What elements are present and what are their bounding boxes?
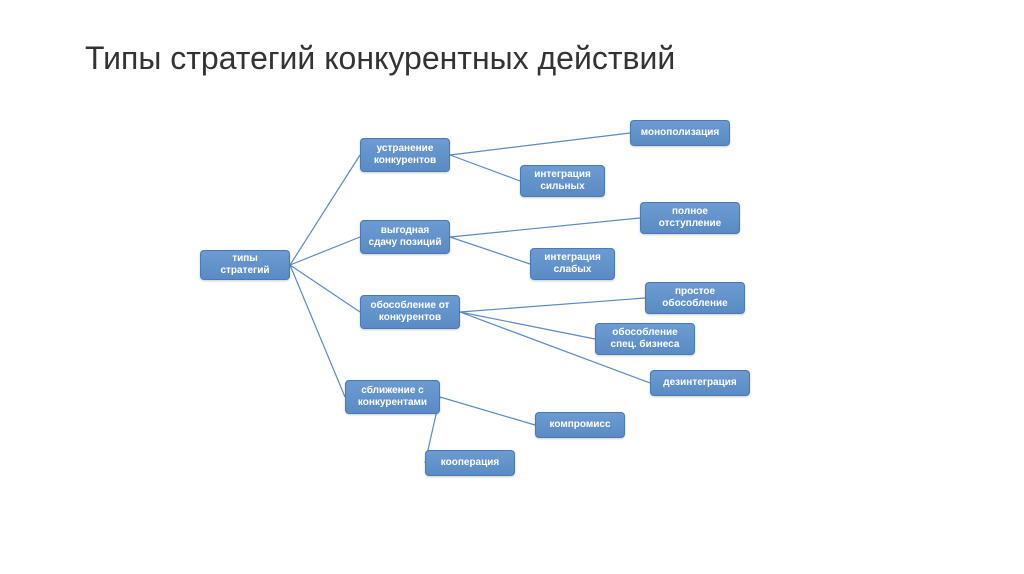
- node-b2: выгодная сдачу позиций: [360, 220, 450, 254]
- edge-b4-c8: [440, 397, 535, 425]
- node-root: типы стратегий: [200, 250, 290, 280]
- edge-root-b4: [290, 265, 345, 397]
- node-c6: обособление спец. бизнеса: [595, 323, 695, 355]
- edge-b3-c5: [460, 298, 645, 312]
- node-b4: сближение с конкурентами: [345, 380, 440, 414]
- edge-root-b3: [290, 265, 360, 312]
- page-title: Типы стратегий конкурентных действий: [85, 40, 675, 77]
- node-c8: компромисс: [535, 412, 625, 438]
- edge-b2-c3: [450, 218, 640, 237]
- node-c3: полное отступление: [640, 202, 740, 234]
- node-b1: устранение конкурентов: [360, 138, 450, 172]
- edge-root-b2: [290, 237, 360, 265]
- strategy-tree-diagram: типы стратегий устранение конкурентов выго…: [200, 120, 880, 540]
- edge-b1-c2: [450, 155, 520, 181]
- edge-b1-c1: [450, 133, 630, 155]
- node-c5: простое обособление: [645, 282, 745, 314]
- node-c9: кооперация: [425, 450, 515, 476]
- node-b3: обособление от конкурентов: [360, 295, 460, 329]
- node-c2: интеграция сильных: [520, 165, 605, 197]
- node-c7: дезинтеграция: [650, 370, 750, 396]
- node-c1: монополизация: [630, 120, 730, 146]
- edge-root-b1: [290, 155, 360, 265]
- edge-b3-c6: [460, 312, 595, 339]
- node-c4: интеграция слабых: [530, 248, 615, 280]
- edge-b2-c4: [450, 237, 530, 264]
